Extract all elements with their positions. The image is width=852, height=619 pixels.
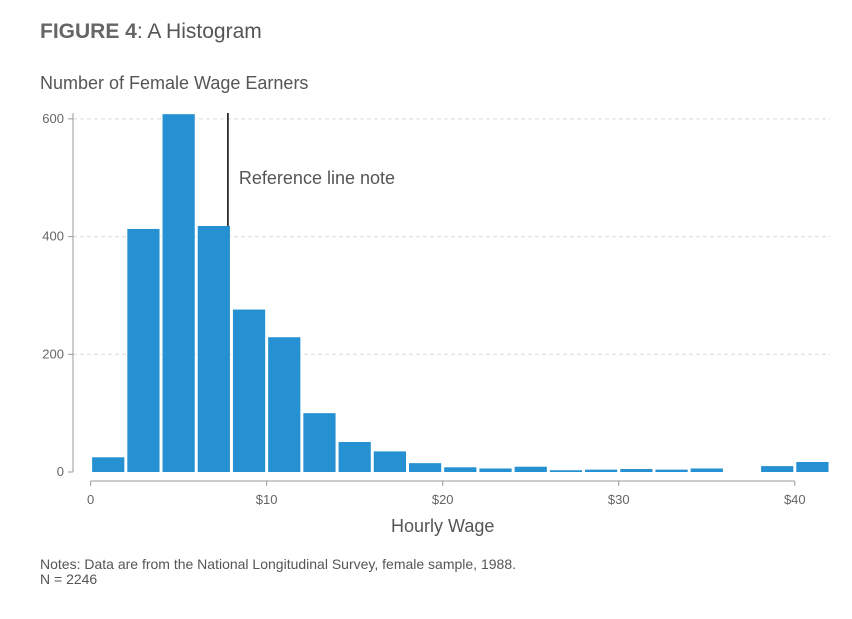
histogram-bar: [620, 469, 653, 472]
x-tick-label: $40: [784, 492, 806, 507]
x-tick-label: $10: [256, 492, 278, 507]
figure-label: FIGURE 4: [40, 20, 137, 43]
histogram-bar: [92, 457, 125, 472]
histogram-bar: [127, 228, 160, 472]
histogram-bar: [796, 461, 829, 472]
histogram-bar: [549, 470, 583, 472]
figure-title: FIGURE 4: A Histogram: [40, 20, 262, 44]
histogram-bar: [232, 309, 266, 472]
histogram-bar: [197, 225, 230, 472]
y-tick-label: 400: [42, 229, 64, 244]
axes: [68, 113, 796, 486]
y-tick-label: 600: [42, 111, 64, 126]
reference-line-label: Reference line note: [239, 168, 395, 188]
histogram-bar: [268, 337, 301, 472]
x-tick-label: $20: [432, 492, 454, 507]
x-tick-label: $30: [608, 492, 630, 507]
histogram-bar: [585, 469, 618, 472]
histogram-bar: [162, 114, 195, 472]
x-axis-title: Hourly Wage: [391, 516, 494, 536]
y-tick-label: 0: [57, 464, 64, 479]
reference-line-group: Reference line note: [227, 113, 395, 226]
histogram-bar: [514, 466, 547, 472]
figure-title-text: : A Histogram: [136, 20, 262, 43]
histogram-bar: [338, 441, 371, 472]
notes: Notes: Data are from the National Longit…: [40, 557, 516, 587]
notes-line-2: N = 2246: [40, 571, 98, 587]
histogram-bar: [655, 469, 688, 472]
bars: [92, 114, 829, 472]
y-axis-title: Number of Female Wage Earners: [40, 73, 309, 93]
notes-line-1: Notes: Data are from the National Longit…: [40, 556, 516, 572]
histogram-bar: [444, 467, 477, 472]
histogram-bar: [690, 468, 723, 472]
histogram-bar: [408, 463, 442, 472]
histogram-bar: [303, 413, 336, 472]
histogram-bar: [761, 466, 794, 472]
histogram-bar: [373, 451, 406, 472]
y-tick-label: 200: [42, 346, 64, 361]
x-tick-label: 0: [87, 492, 94, 507]
histogram-bar: [479, 468, 512, 472]
tick-labels: 0 200 400 600 0 $10 $20 $30 $40: [42, 111, 805, 507]
